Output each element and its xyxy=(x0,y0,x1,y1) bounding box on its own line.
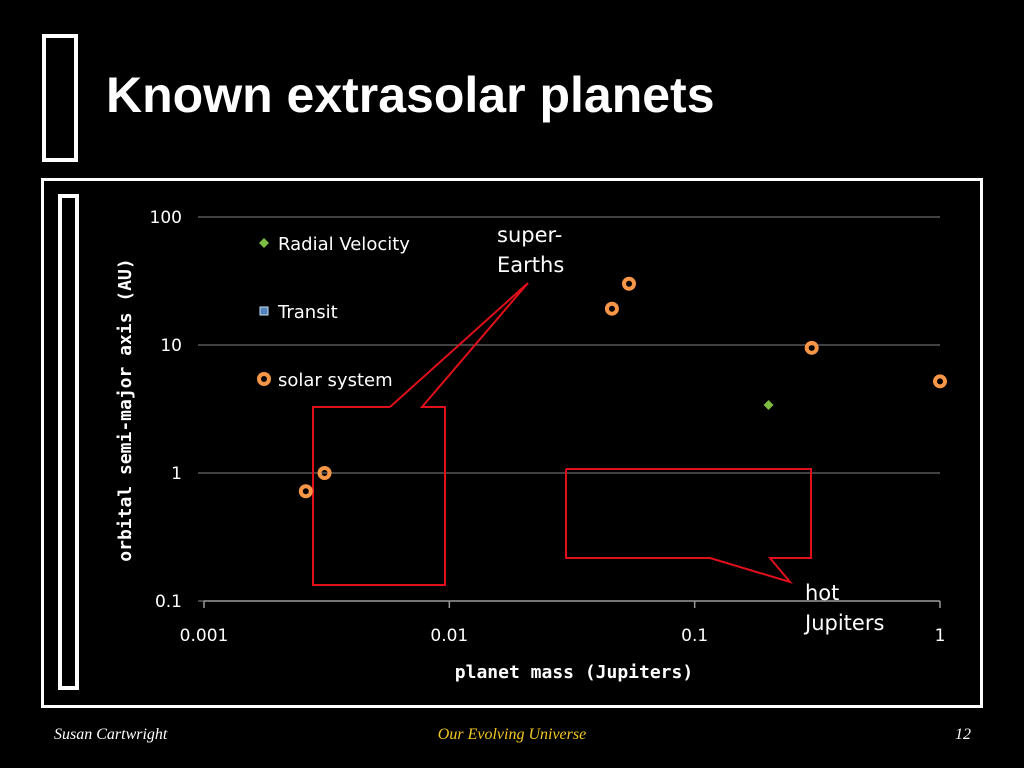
x-tick-label-0.01: 0.01 xyxy=(430,626,468,646)
data-point-radial-velocity-0 xyxy=(763,399,774,410)
annotation-hot-jupiters-line-1: hot xyxy=(805,581,839,605)
data-point-solar-system-3 xyxy=(622,276,637,291)
data-point-solar-system-5 xyxy=(933,374,947,389)
footer-course-title: Our Evolving Universe xyxy=(437,726,587,743)
x-tick-label-0.1: 0.1 xyxy=(681,626,708,646)
callouts xyxy=(312,282,812,586)
footer-author: Susan Cartwright xyxy=(54,726,168,743)
y-tick-label-10: 10 xyxy=(160,336,182,356)
footer-page-number: 12 xyxy=(955,726,971,743)
legend-marker-solar-system xyxy=(257,372,271,386)
y-axis-title: orbital semi-major axis (AU) xyxy=(115,258,136,561)
legend-marker-transit xyxy=(259,306,269,316)
chart-frame xyxy=(41,178,983,708)
data-point-solar-system-1 xyxy=(317,466,332,480)
title-decoration-bar xyxy=(42,34,78,162)
slide-title: Known extrasolar planets xyxy=(106,67,715,123)
annotation-super-earths-line-1: super- xyxy=(497,223,562,247)
y-tick-label-0.1: 0.1 xyxy=(155,592,182,612)
x-axis-title: planet mass (Jupiters) xyxy=(455,662,693,683)
legend-label-transit: Transit xyxy=(277,302,338,323)
callout-hot-jupiters xyxy=(565,468,812,584)
axes: 0.1 1 10 100 0.001 0.01 0.1 1 xyxy=(150,208,946,646)
data-points xyxy=(298,276,947,499)
y-tick-label-1: 1 xyxy=(171,464,182,484)
chart-decoration-bar xyxy=(58,194,79,690)
legend-label-solar-system: solar system xyxy=(278,370,393,391)
legend: Radial Velocity Transit solar system xyxy=(257,234,410,391)
legend-marker-radial-velocity xyxy=(259,238,269,248)
x-tick-label-0.001: 0.001 xyxy=(180,626,229,646)
annotation-super-earths-line-2: Earths xyxy=(497,253,564,277)
x-tick-label-1: 1 xyxy=(935,626,946,646)
legend-label-radial-velocity: Radial Velocity xyxy=(278,234,410,255)
callout-super-earths xyxy=(312,282,529,586)
annotation-hot-jupiters-line-2: Jupiters xyxy=(803,611,884,635)
data-point-solar-system-2 xyxy=(604,301,619,316)
y-tick-label-100: 100 xyxy=(150,208,182,228)
grid-lines xyxy=(204,216,940,474)
data-point-solar-system-4 xyxy=(804,340,819,355)
data-point-solar-system-0 xyxy=(298,484,313,499)
